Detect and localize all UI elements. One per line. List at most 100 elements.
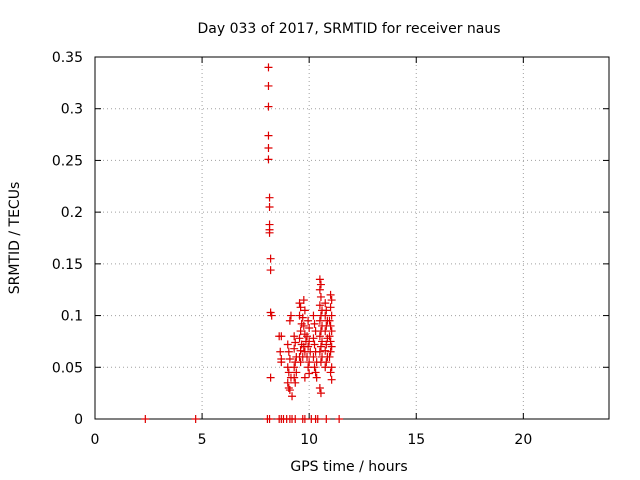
data-point (327, 296, 336, 305)
data-point (264, 144, 273, 153)
data-point (290, 344, 299, 353)
y-axis-label: SRMTID / TECUs (7, 182, 23, 295)
data-point (296, 327, 305, 336)
data-point (266, 254, 275, 263)
data-point (291, 378, 300, 387)
x-tick-label: 10 (300, 432, 318, 448)
data-point (295, 334, 304, 343)
data-point (290, 332, 299, 341)
data-point (315, 332, 324, 341)
data-point (290, 373, 299, 382)
data-point (310, 319, 319, 328)
data-point (322, 415, 331, 423)
plot-frame (94, 56, 610, 420)
data-point (309, 352, 318, 361)
x-tick-labels: 0 5 10 15 20 (91, 432, 533, 448)
data-point (191, 415, 200, 423)
data-point (322, 358, 331, 367)
data-point (311, 368, 320, 377)
data-point (265, 193, 274, 202)
data-point (300, 373, 309, 382)
x-tick-label: 5 (198, 432, 207, 448)
data-point (284, 347, 293, 356)
data-point (316, 389, 325, 398)
y-tick-label: 0.3 (61, 102, 83, 118)
data-point (265, 202, 274, 211)
data-point (264, 155, 273, 164)
data-point (288, 392, 297, 401)
data-point (310, 363, 319, 372)
data-point (305, 337, 314, 346)
data-point (291, 338, 300, 347)
data-point (327, 363, 336, 372)
data-point (264, 81, 273, 90)
data-point (325, 316, 334, 325)
data-point (316, 280, 325, 289)
y-tick-label: 0.1 (61, 309, 83, 325)
data-point (326, 368, 335, 377)
data-point (315, 275, 324, 284)
data-point (326, 347, 335, 356)
data-point (321, 299, 330, 308)
data-point (296, 358, 305, 367)
y-tick-label: 0.2 (61, 205, 83, 221)
data-point (321, 346, 330, 355)
data-point (285, 355, 294, 364)
data-point (286, 311, 295, 320)
data-point (318, 337, 327, 346)
data-point (315, 301, 324, 310)
data-point (264, 102, 273, 111)
data-point (327, 311, 336, 320)
data-point (304, 342, 313, 351)
data-point (141, 415, 150, 423)
y-tick-labels: 0 0.05 0.1 0.15 0.2 0.25 0.3 0.35 (52, 50, 83, 428)
data-point (299, 321, 308, 330)
x-tick-label: 15 (407, 432, 425, 448)
data-point (327, 375, 336, 384)
data-point (315, 383, 324, 392)
data-point (327, 342, 336, 351)
x-axis-label: GPS time / hours (290, 459, 407, 475)
data-point (326, 337, 335, 346)
data-point (290, 363, 299, 372)
y-tick-label: 0.35 (52, 50, 83, 66)
data-point (315, 347, 324, 356)
data-point (295, 299, 304, 308)
data-point (335, 415, 344, 423)
data-point (283, 340, 292, 349)
data-point (305, 358, 314, 367)
data-point (310, 340, 319, 349)
data-point (265, 415, 274, 423)
data-point (309, 311, 318, 320)
data-points (141, 63, 344, 423)
data-point (299, 296, 308, 305)
data-point (313, 415, 322, 423)
data-point (305, 369, 314, 378)
data-point (315, 285, 324, 294)
data-point (300, 306, 309, 315)
y-tick-label: 0.05 (52, 360, 83, 376)
data-point (285, 386, 294, 395)
data-point (326, 303, 335, 312)
grid (95, 57, 609, 419)
data-point (266, 266, 275, 275)
data-point (322, 306, 331, 315)
data-point (304, 316, 313, 325)
data-point (325, 332, 334, 341)
data-point (292, 368, 301, 377)
data-point (327, 327, 336, 336)
y-tick-label: 0.25 (52, 153, 83, 169)
data-point (312, 373, 321, 382)
data-point (266, 373, 275, 382)
data-point (264, 63, 273, 72)
data-point (322, 340, 331, 349)
data-point (305, 323, 314, 332)
data-point (265, 228, 274, 237)
data-point (325, 352, 334, 361)
data-point (264, 131, 273, 140)
data-point (315, 316, 324, 325)
data-point (267, 311, 276, 320)
ticks (94, 56, 609, 420)
data-point (283, 378, 292, 387)
